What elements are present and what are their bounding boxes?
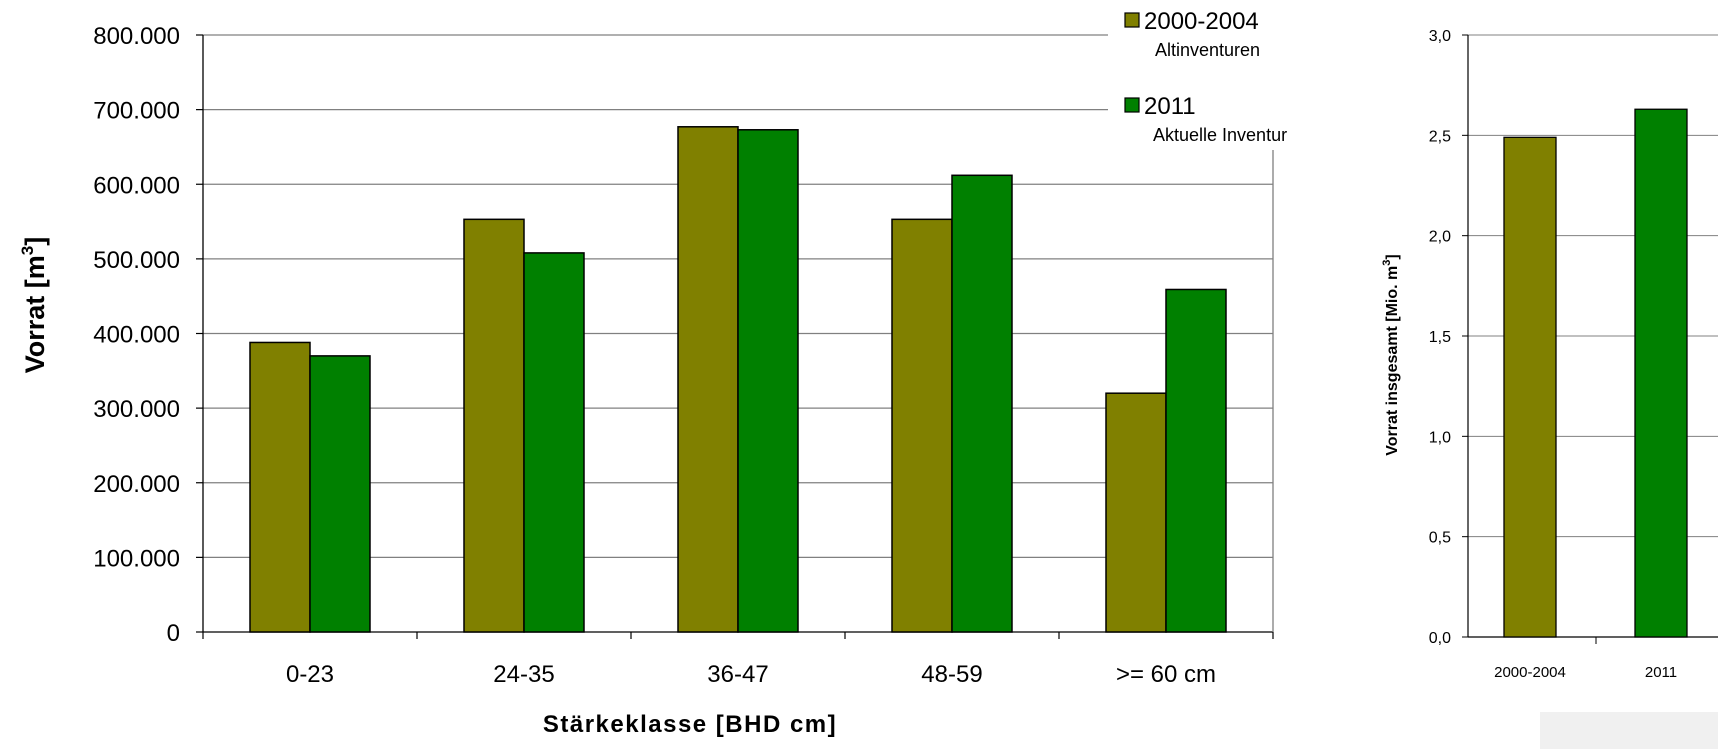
y-tick-label: 400.000 <box>93 322 180 349</box>
y-tick-label: 700.000 <box>93 98 180 125</box>
bar-2000-2004->= 60 cm <box>1105 392 1167 633</box>
legend-sublabel-altinventuren: Altinventuren <box>1155 40 1260 60</box>
left-x-tick-labels: 0-23 24-35 36-47 48-59 >= 60 cm <box>286 661 1216 688</box>
x-tick-label: 2000-2004 <box>1494 664 1566 681</box>
y-tick-label: 3,0 <box>1429 28 1451 45</box>
y-tick-label: 0,5 <box>1429 530 1451 547</box>
y-tick-label: 300.000 <box>93 396 180 423</box>
y-tick-label: 2,5 <box>1429 128 1451 145</box>
x-tick-label: 0-23 <box>286 661 334 688</box>
legend-sublabel-aktuelle-inventur: Aktuelle Inventur <box>1153 125 1287 145</box>
right-y-axis-label: Vorrat insgesamt [Mio. m3] <box>1381 254 1401 455</box>
bar-total-2011 <box>1634 108 1688 638</box>
x-tick-label: 2011 <box>1645 664 1677 681</box>
right-chart: 0,0 0,5 1,0 1,5 2,0 2,5 3,0 2000-2004 2011 Vorr… <box>1381 28 1718 681</box>
bar-2011->= 60 cm <box>1165 288 1227 633</box>
legend-swatch-2011 <box>1124 97 1140 113</box>
y-tick-label: 100.000 <box>93 545 180 572</box>
y-tick-label: 500.000 <box>93 247 180 274</box>
left-x-axis-label: Stärkeklasse [BHD cm] <box>543 711 837 738</box>
bar-2000-2004-36-47 <box>677 126 739 633</box>
left-y-axis-label: Vorrat [m3] <box>18 237 50 374</box>
bar-2011-0-23 <box>309 355 371 633</box>
x-tick-label: 36-47 <box>707 661 768 688</box>
right-x-tick-labels: 2000-2004 2011 <box>1494 664 1677 681</box>
bar-total-2000-2004 <box>1503 136 1557 638</box>
legend-label-2011: 2011 <box>1144 93 1196 120</box>
left-chart: 0 100.000 200.000 300.000 400.000 500.000 600.… <box>18 8 1287 738</box>
x-tick-label: >= 60 cm <box>1116 661 1216 688</box>
right-y-tick-labels: 0,0 0,5 1,0 1,5 2,0 2,5 3,0 <box>1429 28 1451 647</box>
y-tick-label: 1,0 <box>1429 429 1451 446</box>
y-tick-label: 200.000 <box>93 471 180 498</box>
bar-2000-2004-0-23 <box>249 341 311 633</box>
y-tick-label: 600.000 <box>93 172 180 199</box>
x-tick-label: 48-59 <box>921 661 982 688</box>
legend: 2000-2004 Altinventuren 2011 Aktuelle In… <box>1124 8 1287 145</box>
y-tick-label: 1,5 <box>1429 329 1451 346</box>
bar-2011-24-35 <box>523 252 585 633</box>
left-y-tick-labels: 0 100.000 200.000 300.000 400.000 500.000 600.… <box>93 23 180 647</box>
left-bars <box>249 126 1227 633</box>
y-tick-label: 0,0 <box>1429 630 1451 647</box>
x-tick-label: 24-35 <box>493 661 554 688</box>
right-bars <box>1503 108 1688 638</box>
y-tick-label: 800.000 <box>93 23 180 50</box>
bar-2000-2004-48-59 <box>891 218 953 633</box>
legend-label-2000-2004: 2000-2004 <box>1144 8 1259 35</box>
bar-2011-48-59 <box>951 174 1013 633</box>
y-tick-label: 0 <box>167 620 180 647</box>
legend-swatch-2000-2004 <box>1124 12 1140 28</box>
y-tick-label: 2,0 <box>1429 229 1451 246</box>
bottom-right-panel <box>1540 712 1718 749</box>
bar-2000-2004-24-35 <box>463 218 525 633</box>
bar-2011-36-47 <box>737 129 799 633</box>
